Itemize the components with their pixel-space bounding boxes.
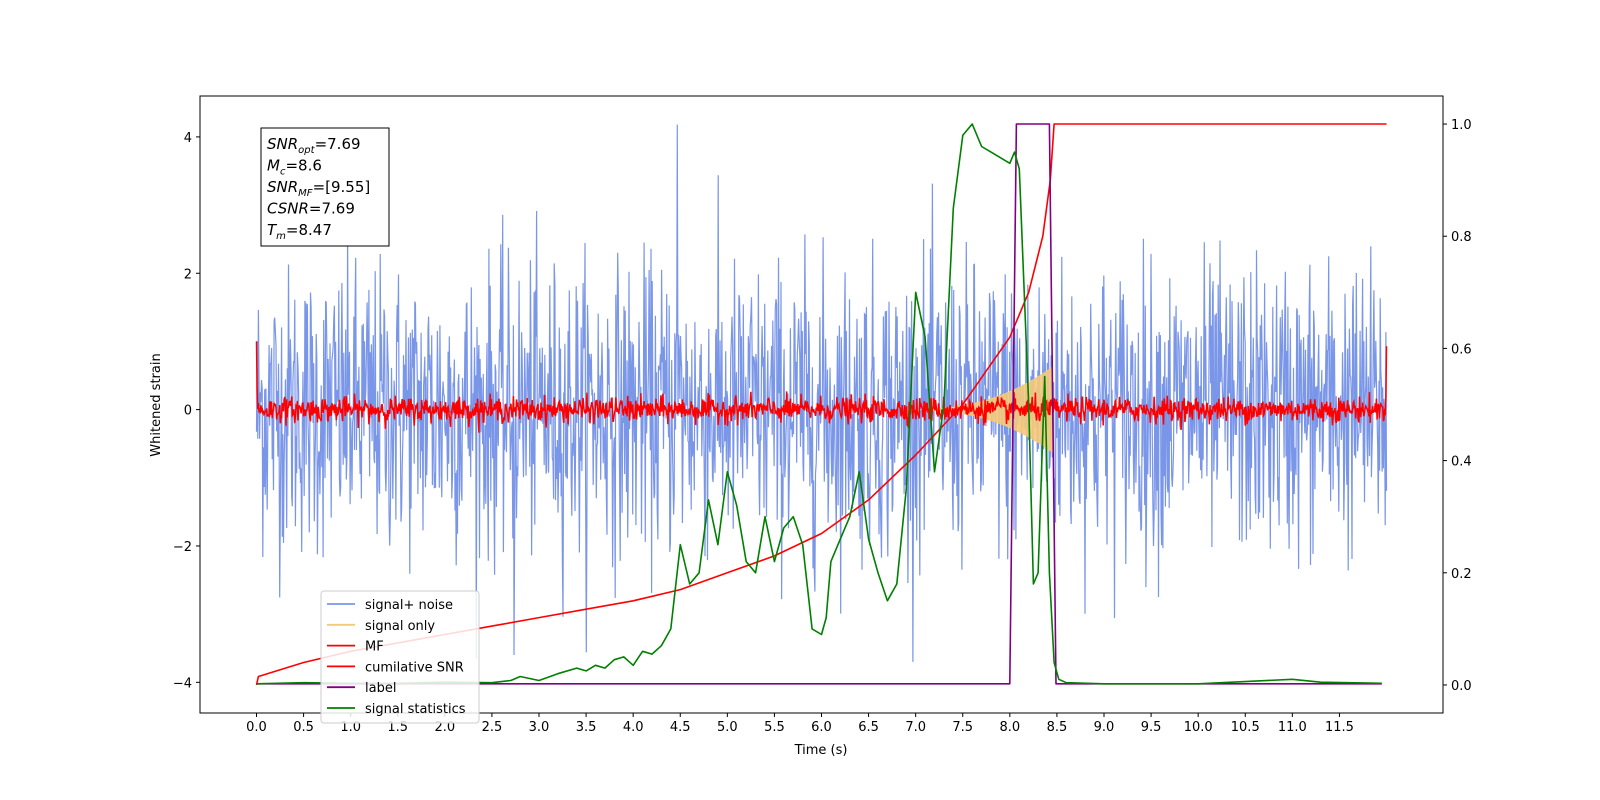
x-tick-label: 8.5 <box>1047 720 1068 735</box>
y-left-tick-label: −2 <box>173 540 192 555</box>
x-tick-label: 0.5 <box>293 720 314 735</box>
x-tick-label: 10.5 <box>1231 720 1260 735</box>
x-tick-label: 1.5 <box>387 720 408 735</box>
y-left-tick-label: −4 <box>173 676 192 691</box>
info-value: =7.69 <box>309 200 355 218</box>
legend-label: MF <box>365 640 384 655</box>
x-tick-label: 7.5 <box>952 720 973 735</box>
y-right-tick-label: 0.4 <box>1451 455 1472 470</box>
info-box-line: CSNR=7.69 <box>267 200 355 218</box>
x-tick-label: 2.0 <box>434 720 455 735</box>
left-y-axis: 4 2 0 −2 −4 <box>173 131 200 691</box>
info-value: =[9.55] <box>313 178 371 196</box>
x-tick-label: 4.5 <box>670 720 691 735</box>
x-tick-label: 6.5 <box>858 720 879 735</box>
x-tick-label: 11.5 <box>1325 720 1354 735</box>
info-var: SNR <box>267 135 298 153</box>
info-var: M <box>267 157 280 175</box>
y-axis-label: Whitened strain <box>149 353 164 456</box>
y-right-tick-label: 0.6 <box>1451 342 1472 357</box>
info-var: SNR <box>267 178 298 196</box>
legend-label: label <box>365 681 396 696</box>
x-tick-label: 11.0 <box>1278 720 1307 735</box>
y-right-tick-label: 0.8 <box>1451 230 1472 245</box>
x-tick-label: 3.5 <box>576 720 597 735</box>
legend: signal+ noise signal only MF cumilative SNR… <box>320 590 480 724</box>
series-signal-statistics <box>256 123 1382 685</box>
x-tick-label: 8.0 <box>999 720 1020 735</box>
info-value: =8.6 <box>285 157 321 175</box>
legend-label: signal statistics <box>365 702 466 717</box>
x-tick-label: 9.5 <box>1141 720 1162 735</box>
legend-label: signal+ noise <box>365 598 453 613</box>
x-tick-label: 1.0 <box>340 720 361 735</box>
info-value: =8.47 <box>286 221 332 239</box>
info-box-line: SNRMF=[9.55] <box>267 178 370 199</box>
info-box-line: Mc=8.6 <box>267 157 322 178</box>
info-box-frame <box>260 127 390 247</box>
y-right-tick-label: 0.2 <box>1451 567 1472 582</box>
info-subscript: MF <box>298 188 313 199</box>
info-box-line: SNRopt=7.69 <box>267 135 361 156</box>
right-y-axis: 1.0 0.8 0.6 0.4 0.2 0.0 <box>1443 118 1472 694</box>
x-tick-label: 3.0 <box>529 720 550 735</box>
series-mf <box>255 341 1388 433</box>
x-axis-label: Time (s) <box>794 743 848 758</box>
legend-frame <box>320 590 480 724</box>
info-value: =7.69 <box>315 135 361 153</box>
x-tick-label: 6.0 <box>811 720 832 735</box>
info-subscript: m <box>276 231 286 242</box>
info-box-line: Tm=8.47 <box>267 221 332 242</box>
info-var: T <box>267 221 278 239</box>
info-subscript: opt <box>298 145 315 156</box>
x-tick-label: 2.5 <box>482 720 503 735</box>
y-right-tick-label: 0.0 <box>1451 679 1472 694</box>
x-tick-label: 9.0 <box>1094 720 1115 735</box>
legend-label: signal only <box>365 619 435 634</box>
x-tick-label: 0.0 <box>246 720 267 735</box>
info-var: CSNR <box>267 200 309 218</box>
y-left-tick-label: 0 <box>184 404 192 419</box>
x-tick-label: 7.0 <box>905 720 926 735</box>
x-axis: 0.0 0.5 1.0 1.5 2.0 2.5 3.0 3.5 4.0 4.5 5.0 5.5 6.0 6… <box>246 713 1354 735</box>
info-subscript: c <box>280 167 286 178</box>
x-tick-label: 5.0 <box>717 720 738 735</box>
x-tick-label: 5.5 <box>764 720 785 735</box>
x-tick-label: 10.0 <box>1184 720 1213 735</box>
y-right-tick-label: 1.0 <box>1451 118 1472 133</box>
legend-label: cumilative SNR <box>365 660 464 675</box>
y-left-tick-label: 4 <box>184 131 192 146</box>
info-box: SNRopt=7.69Mc=8.6SNRMF=[9.55]CSNR=7.69Tm… <box>260 127 390 247</box>
y-left-tick-label: 2 <box>184 267 192 282</box>
x-tick-label: 4.0 <box>623 720 644 735</box>
